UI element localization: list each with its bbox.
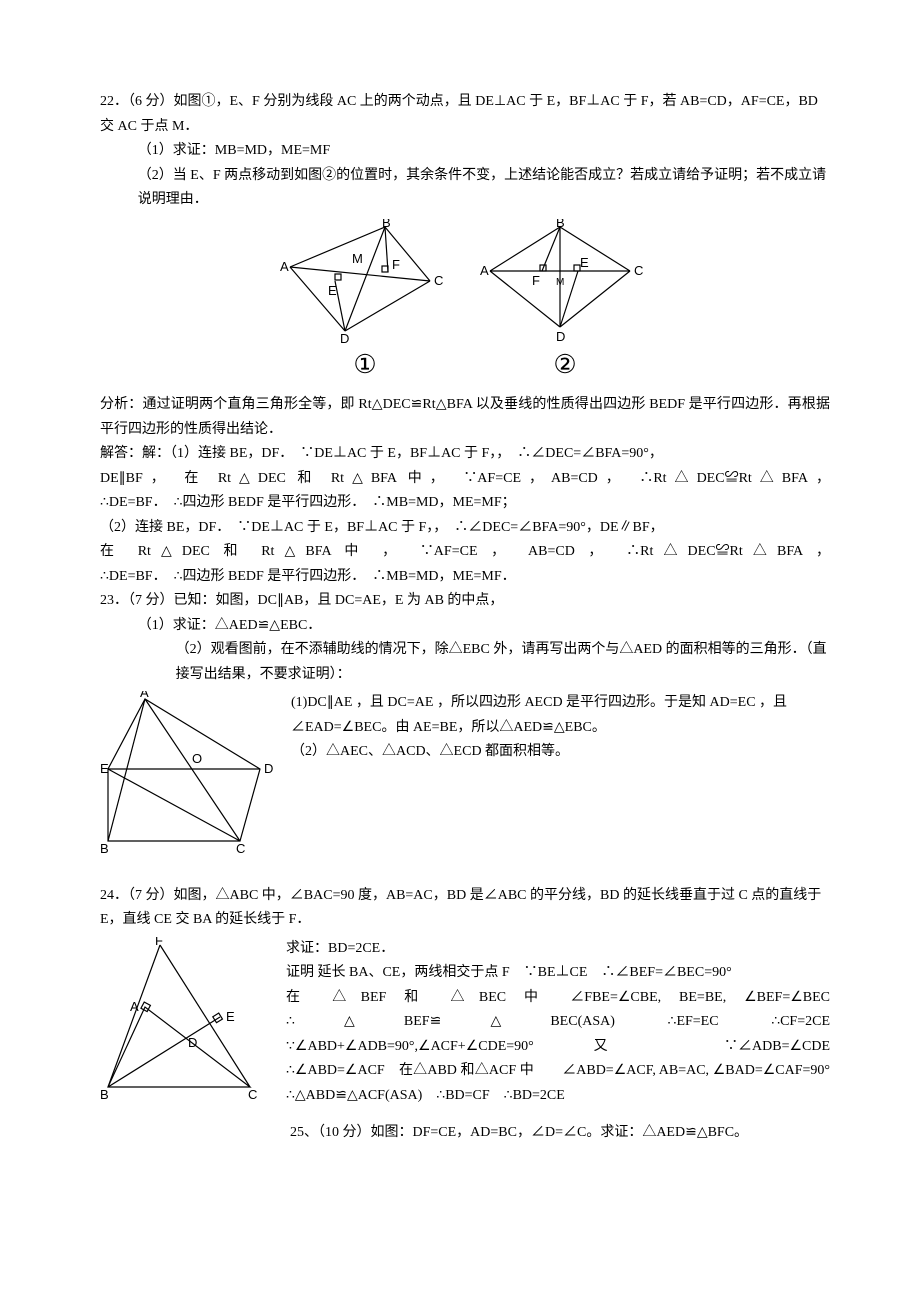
svg-text:M: M [352,251,363,266]
p24-l3: ∴△BEF≌△BEC(ASA) ∴EF=EC ∴CF=2CE [286,1010,830,1035]
p24-l5: ∴∠ABD=∠ACF 在△ABD 和△ACF 中 ∠ABD=∠ACF, AB=A… [286,1059,830,1108]
svg-text:D: D [264,761,273,776]
p24-diagram: B C A F E D [100,937,270,1112]
spacer [100,866,830,884]
svg-text:M: M [556,277,564,288]
p22-sol-l6: ∴DE=BF． ∴四边形 BEDF 是平行四边形． ∴MB=MD，ME=MF． [100,565,830,590]
svg-text:E: E [328,283,337,298]
problem-23: 23．（7 分）已知：如图，DC∥AB，且 DC=AE，E 为 AB 的中点， … [100,589,830,866]
p24-req: 求证：BD=2CE． [286,937,830,962]
p23-a1: (1)DC∥AE ，且 DC=AE ，所以四边形 AECD 是平行四边形。于是知… [291,691,830,740]
p24-l4: ∵∠ABD+∠ADB=90°,∠ACF+∠CDE=90° 又 ∵∠ADB=∠CD… [286,1035,830,1060]
p22-diag1-label: ① [353,342,376,388]
p23-head: 23．（7 分）已知：如图，DC∥AB，且 DC=AE，E 为 AB 的中点， [100,589,830,614]
p23-diagram: A E B C D O [100,691,275,866]
p22-diagram-1: A B C D E F M ① [280,219,450,388]
p22-svg-1: A B C D E F M [280,219,450,344]
p22-sub2: （2）当 E、F 两点移动到如图②的位置时，其余条件不变，上述结论能否成立？若成… [100,164,830,213]
svg-text:B: B [382,219,391,230]
p22-sol-l4: （2）连接 BE，DF． ∵DE⊥AC 于 E，BF⊥AC 于 F，， ∴∠DE… [100,516,830,541]
svg-text:D: D [340,331,349,344]
p22-svg-2: A B C D E F M [480,219,650,344]
p24-l3b: ∴EF=EC [668,1014,719,1029]
p22-head: 22．（6 分）如图①，E、F 分别为线段 AC 上的两个动点，且 DE⊥AC … [100,90,830,139]
p22-sol-l5: 在 Rt△DEC 和 Rt△BFA 中 ， ∵AF=CE ， AB=CD ， ∴… [100,540,830,565]
p25-head: 25、（10 分）如图：DF=CE，AD=BC，∠D=∠C。求证：△AED≌△B… [290,1121,830,1146]
p22-sol-l5c: ∴Rt△DEC≌Rt△BFA ， [626,544,830,559]
p23-a2: （2）△AEC、△ACD、△ECD 都面积相等。 [291,740,830,765]
svg-text:D: D [188,1035,197,1050]
p22-analysis: 分析：通过证明两个直角三角形全等，即 Rt△DEC≌Rt△BFA 以及垂线的性质… [100,393,830,442]
svg-text:E: E [580,255,589,270]
p24-l2: 在 △BEF 和 △BEC 中 ∠FBE=∠CBE, BE=BE, ∠BEF=∠… [286,986,830,1011]
p23-row: A E B C D O (1)DC∥AE ，且 DC=AE ，所以四边形 AEC… [100,691,830,866]
problem-22: 22．（6 分）如图①，E、F 分别为线段 AC 上的两个动点，且 DE⊥AC … [100,90,830,589]
svg-text:C: C [236,841,245,856]
svg-text:C: C [248,1087,257,1102]
svg-text:C: C [434,273,443,288]
svg-text:F: F [392,257,400,272]
p23-answers: (1)DC∥AE ，且 DC=AE ，所以四边形 AECD 是平行四边形。于是知… [291,691,830,765]
p24-proof: 求证：BD=2CE． 证明 延长 BA、CE，两线相交于点 F ∵BE⊥CE ∴… [286,937,830,1109]
svg-text:F: F [532,273,540,288]
p23-sub2-pad [100,638,176,687]
p22-sol-l5a: 在 Rt△DEC 和 Rt△BFA 中 ， [100,544,406,559]
p24-svg: B C A F E D [100,937,270,1102]
p22-sol-l2c: ∵AF=CE，AB=CD， [463,471,628,486]
p22-diag2-label: ② [553,342,576,388]
problem-24: 24．（7 分）如图，△ABC 中，∠BAC=90 度，AB=AC，BD 是∠A… [100,884,830,1112]
p24-row: B C A F E D 求证：BD=2CE． 证明 延长 BA、CE，两线相交于… [100,937,830,1112]
p24-l4a: ∵∠ABD+∠ADB=90°,∠ACF+∠CDE=90° [286,1039,534,1054]
svg-text:A: A [130,999,139,1014]
p24-l2b: ∠FBE=∠CBE, BE=BE, ∠BEF=∠BEC [570,990,830,1005]
p22-sub1: （1）求证：MB=MD，ME=MF [100,139,830,164]
spacer2 [100,1111,830,1121]
svg-text:F: F [155,937,163,948]
svg-text:E: E [226,1009,235,1024]
p22-diagram-2: A B C D E F M ② [480,219,650,388]
svg-text:A: A [480,263,489,278]
problem-25: 25、（10 分）如图：DF=CE，AD=BC，∠D=∠C。求证：△AED≌△B… [100,1121,830,1146]
svg-text:O: O [192,751,202,766]
p23-sub2: （2）观看图前，在不添辅助线的情况下，除△EBC 外，请再写出两个与△AED 的… [176,638,830,687]
p22-diagrams: A B C D E F M ① [100,219,830,388]
p22-sol-l3: ∴DE=BF． ∴四边形 BEDF 是平行四边形． ∴MB=MD，ME=MF； [100,491,830,516]
p22-sol-l2: DE∥BF， 在 Rt△DEC 和 Rt△BFA 中， ∵AF=CE，AB=CD… [100,467,830,492]
p22-sol-l2a: DE∥BF， [100,471,173,486]
svg-text:B: B [100,841,109,856]
p24-l3c: ∴CF=2CE [771,1014,830,1029]
p22-sol-l2b: 在 Rt△DEC 和 Rt△BFA 中， [184,471,451,486]
svg-text:B: B [100,1087,109,1102]
p24-l3a: ∴△BEF≌△BEC(ASA) [286,1014,615,1029]
p24-l1: 证明 延长 BA、CE，两线相交于点 F ∵BE⊥CE ∴∠BEF=∠BEC=9… [286,961,830,986]
p23-svg: A E B C D O [100,691,275,856]
p24-head: 24．（7 分）如图，△ABC 中，∠BAC=90 度，AB=AC，BD 是∠A… [100,884,830,933]
svg-text:E: E [100,761,109,776]
p24-l4c: ∵∠ADB=∠CDE [724,1039,830,1054]
svg-text:A: A [280,259,289,274]
p24-l2a: 在 △BEF 和 △BEC 中 [286,990,552,1005]
svg-text:C: C [634,263,643,278]
svg-text:A: A [140,691,149,700]
p22-sol-l5b: ∵AF=CE ， AB=CD ， [420,544,613,559]
p22-sol-l2d: ∴Rt△DEC≌Rt△BFA， [639,471,830,486]
p22-sol-l1: 解答：解：（1）连接 BE，DF． ∵DE⊥AC 于 E，BF⊥AC 于 F，，… [100,442,830,467]
p23-sub1: （1）求证：△AED≌△EBC． [100,614,830,639]
p24-l4b: 又 [594,1039,664,1054]
svg-text:B: B [556,219,565,230]
